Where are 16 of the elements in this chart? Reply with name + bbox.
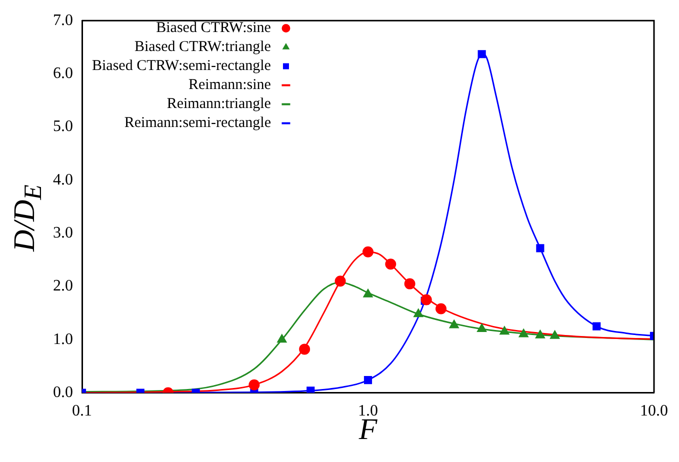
y-tick-label: 1.0 xyxy=(53,330,73,348)
y-tick-label: 3.0 xyxy=(53,224,73,242)
y-tick-label: 2.0 xyxy=(53,278,73,295)
y-tick-label: 7.0 xyxy=(53,12,73,29)
legend-label: Biased CTRW:sine xyxy=(156,20,272,36)
y-tick-label: 0.0 xyxy=(53,384,73,402)
x-tick-label: 0.1 xyxy=(72,402,92,420)
x-tick-label: 10.0 xyxy=(640,402,668,420)
legend-label: Biased CTRW:triangle xyxy=(134,39,272,56)
legend-label: Reimann:sine xyxy=(188,77,272,94)
y-tick-label: 6.0 xyxy=(53,64,73,82)
y-tick-label: 5.0 xyxy=(53,118,73,136)
legend-label: Reimann:semi-rectangle xyxy=(124,115,272,132)
y-tick-label: 4.0 xyxy=(53,171,73,188)
legend-label: Reimann:triangle xyxy=(166,96,272,112)
legend-label: Biased CTRW:semi-rectangle xyxy=(92,58,272,74)
